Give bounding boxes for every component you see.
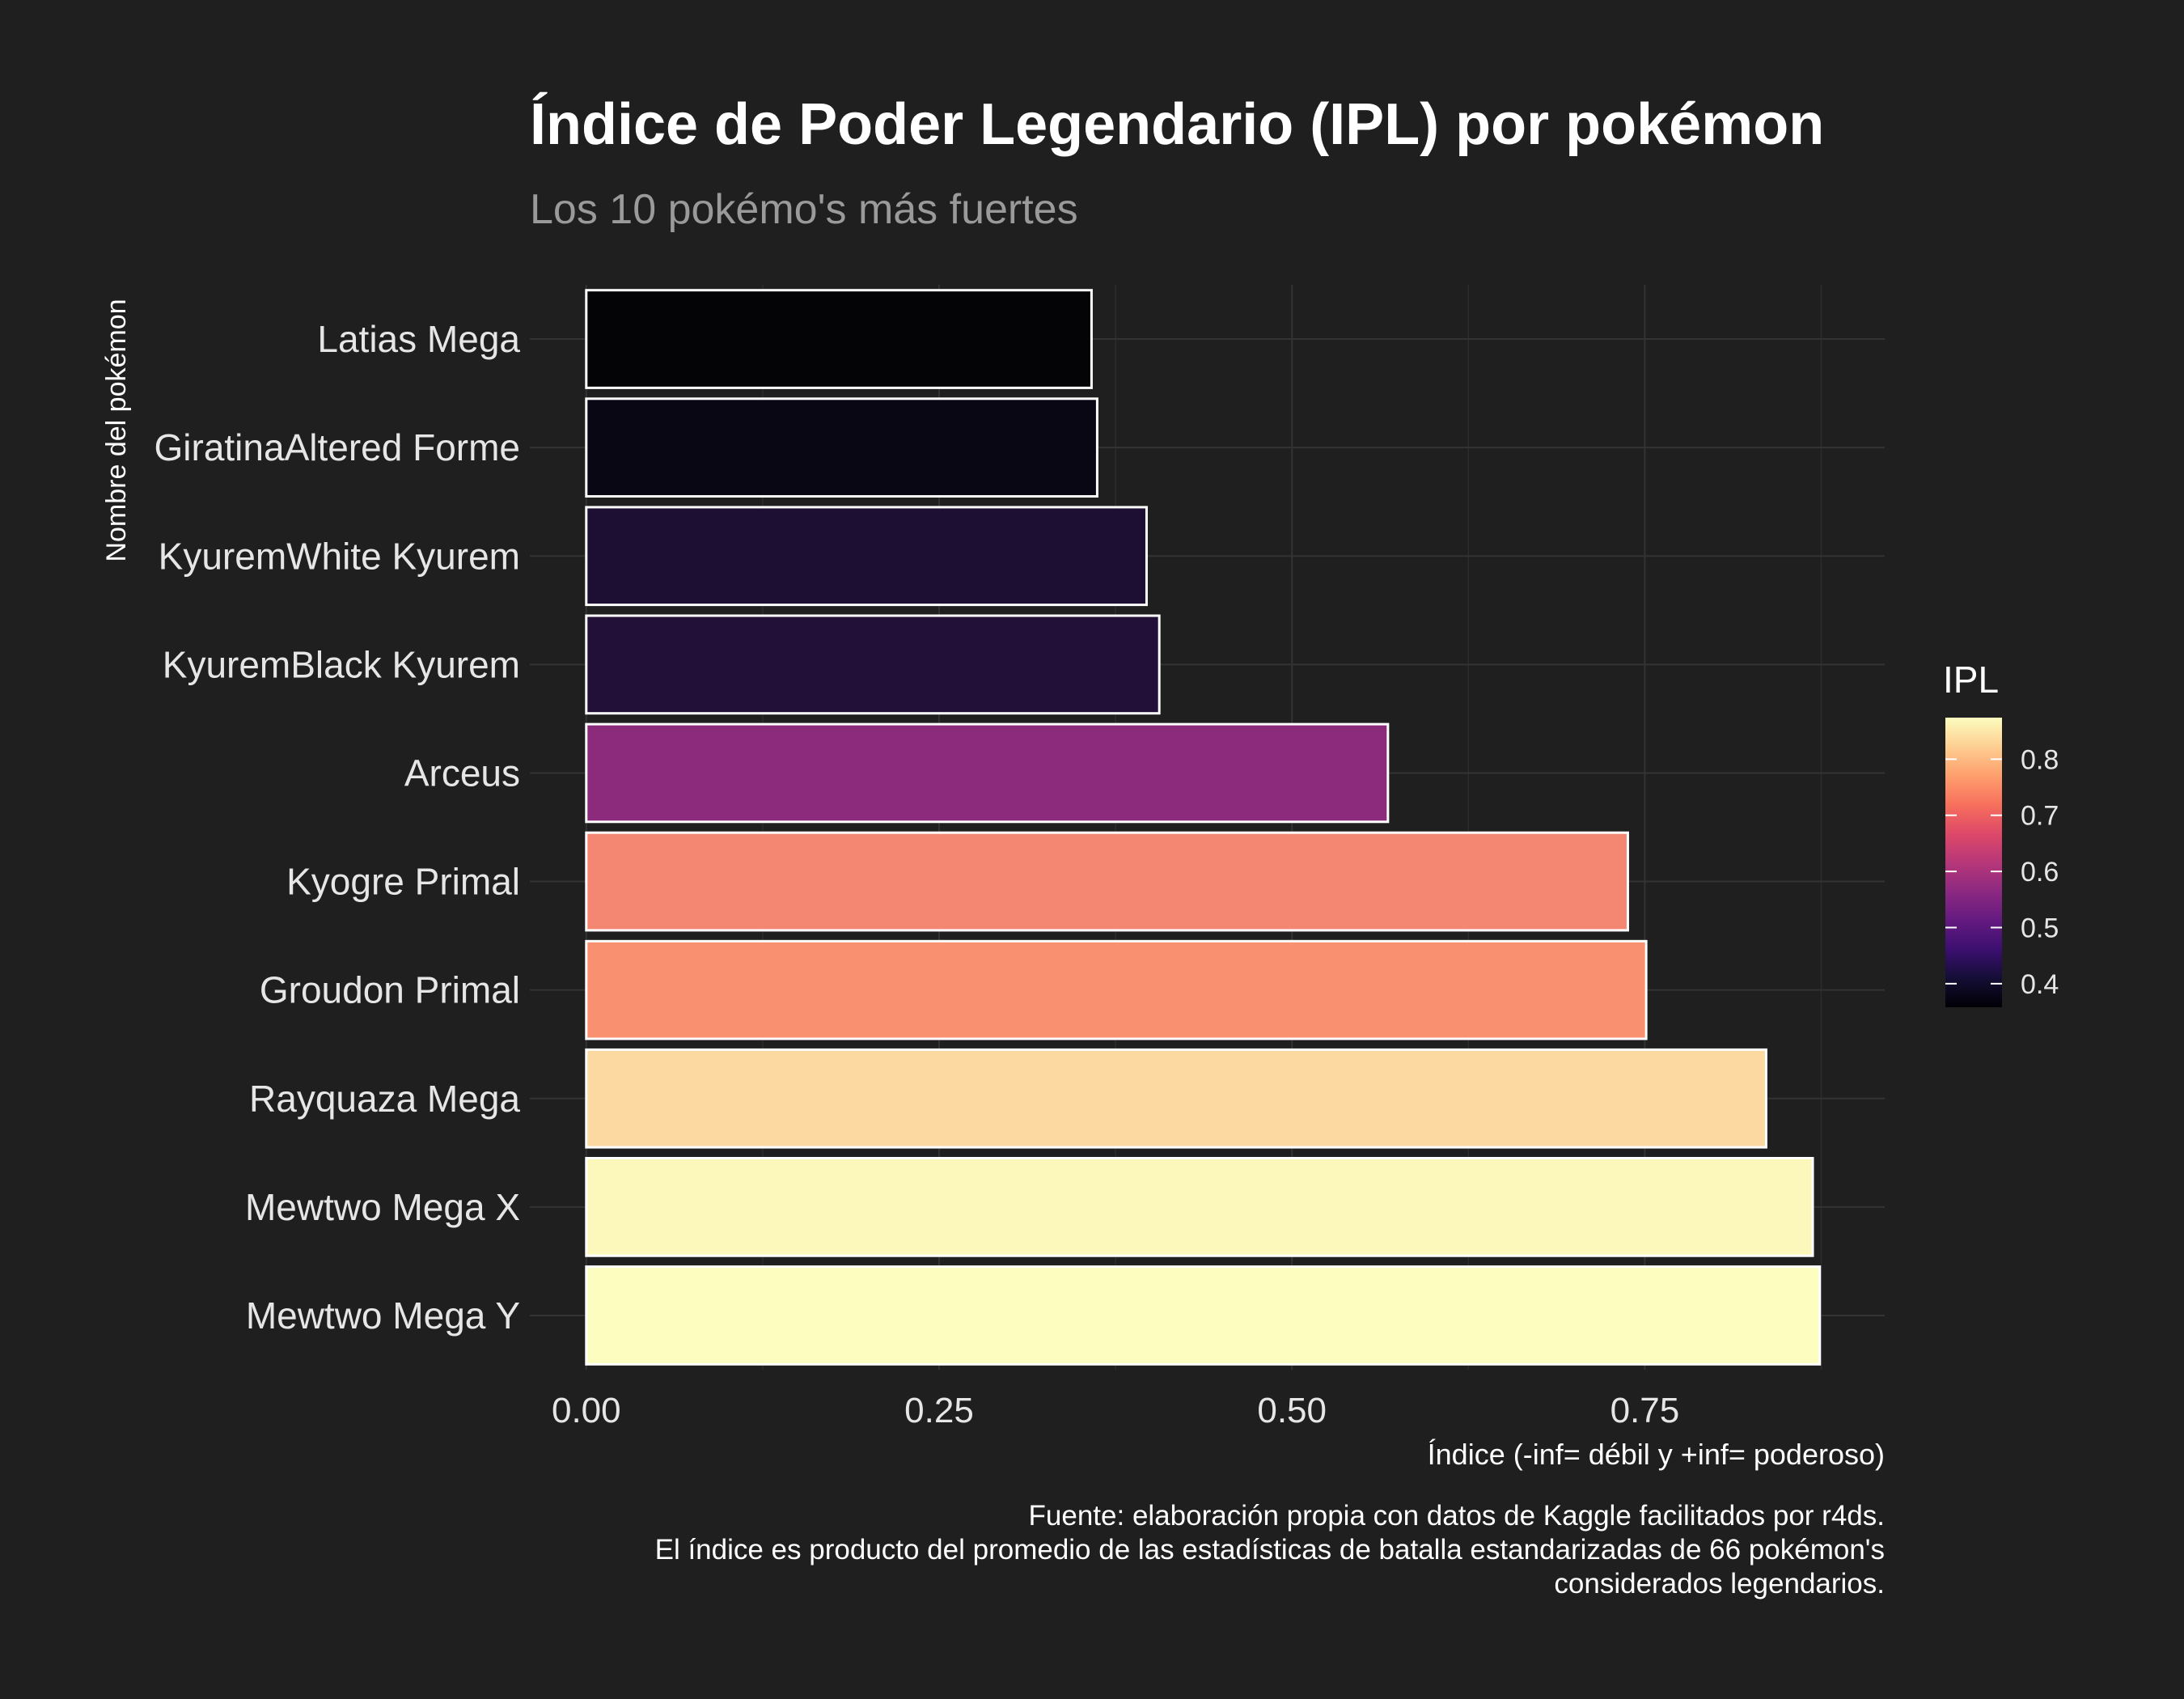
caption-line: considerados legendarios. [1554,1568,1885,1599]
legend-colorbar [1945,718,2002,1007]
x-axis-tick-labels: 0.00 0.25 0.50 0.75 [552,1391,1679,1430]
chart-title: Índice de Poder Legendario (IPL) por pok… [530,92,1824,157]
caption-line: El índice es producto del promedio de la… [655,1534,1885,1566]
bar [585,614,1161,715]
chart-subtitle: Los 10 pokémo's más fuertes [530,186,1078,233]
bar [585,289,1093,389]
y-tick-label: GiratinaAltered Forme [154,426,521,468]
y-tick-label: Latias Mega [317,318,520,360]
legend-tick-label: 0.5 [2021,913,2059,943]
y-tick-label: Groudon Primal [260,969,520,1011]
x-tick-label: 0.00 [552,1391,621,1430]
legend-tick-label: 0.4 [2021,969,2059,1000]
y-axis-title: Nombre del pokémon [101,299,132,561]
y-tick-label: Mewtwo Mega Y [246,1294,520,1337]
bar [585,1048,1767,1149]
y-tick-label: KyuremBlack Kyurem [163,643,520,685]
x-tick-label: 0.25 [904,1391,974,1430]
legend-tick-label: 0.6 [2021,857,2059,888]
y-tick-label: Mewtwo Mega X [245,1186,520,1228]
bar [585,1265,1822,1366]
caption-line: Fuente: elaboración propia con datos de … [1029,1500,1885,1532]
legend-title: IPL [1943,659,1999,701]
y-tick-label: Arceus [404,752,520,794]
legend-tick-label: 0.8 [2021,744,2059,775]
bar [585,831,1629,932]
y-tick-label: Kyogre Primal [286,861,520,903]
legend-ticks: 0.4 0.5 0.6 0.7 0.8 [1945,744,2059,1000]
color-legend: IPL 0.4 0.5 0.6 0.7 0.8 [1943,659,2059,1007]
y-tick-label: Rayquaza Mega [249,1078,520,1120]
bar [585,397,1098,498]
x-tick-label: 0.75 [1610,1391,1680,1430]
y-tick-label: KyuremWhite Kyurem [159,535,520,577]
legend-tick-label: 0.7 [2021,801,2059,832]
y-axis-tick-labels: Latias Mega GiratinaAltered Forme KyuremWh… [154,318,521,1337]
x-axis-title: Índice (-inf= débil y +inf= poderoso) [1428,1438,1885,1471]
x-tick-label: 0.50 [1257,1391,1327,1430]
bar [585,722,1390,824]
caption: Fuente: elaboración propia con datos de … [655,1500,1885,1599]
bar [585,1157,1814,1257]
bar [585,506,1148,607]
bars [585,289,1822,1366]
bar [585,939,1648,1040]
